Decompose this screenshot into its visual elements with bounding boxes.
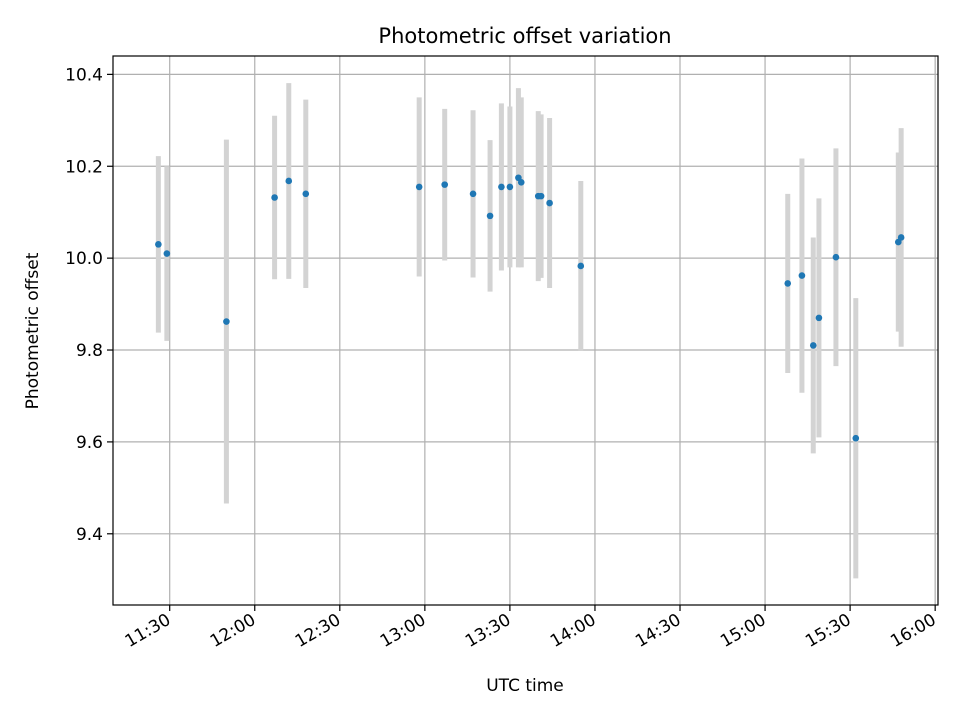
data-point xyxy=(832,253,840,261)
data-point xyxy=(897,234,905,241)
data-point xyxy=(285,177,293,185)
data-point xyxy=(852,434,860,442)
data-point xyxy=(415,183,423,191)
y-tick-label: 10.4 xyxy=(65,65,103,85)
data-point xyxy=(469,190,477,198)
data-point xyxy=(506,183,514,191)
data-point xyxy=(498,183,505,191)
y-tick-label: 10.2 xyxy=(65,157,103,177)
y-tick-label: 9.4 xyxy=(76,525,103,545)
y-axis-ticks: 9.4 9.6 9.8 10.0 10.2 10.4 xyxy=(65,65,113,545)
data-point xyxy=(441,181,449,188)
chart-title: Photometric offset variation xyxy=(378,24,671,48)
data-points xyxy=(155,174,905,442)
data-point xyxy=(517,179,525,186)
x-axis-title: UTC time xyxy=(486,676,564,696)
data-point xyxy=(809,342,817,349)
data-point xyxy=(537,192,545,200)
data-point xyxy=(163,250,171,257)
data-point xyxy=(486,212,494,220)
data-point xyxy=(798,272,806,279)
plot-frame xyxy=(112,55,939,606)
data-point xyxy=(546,199,553,207)
data-point xyxy=(784,280,792,287)
data-point xyxy=(815,314,823,322)
data-point xyxy=(577,262,585,270)
data-point xyxy=(223,318,230,325)
y-tick-label: 9.6 xyxy=(76,433,103,453)
y-tick-label: 10.0 xyxy=(65,249,103,269)
y-tick-label: 9.8 xyxy=(76,341,103,361)
data-point xyxy=(155,241,162,248)
y-axis-title: Photometric offset xyxy=(23,252,43,409)
data-point xyxy=(271,194,278,201)
data-point xyxy=(302,190,310,198)
